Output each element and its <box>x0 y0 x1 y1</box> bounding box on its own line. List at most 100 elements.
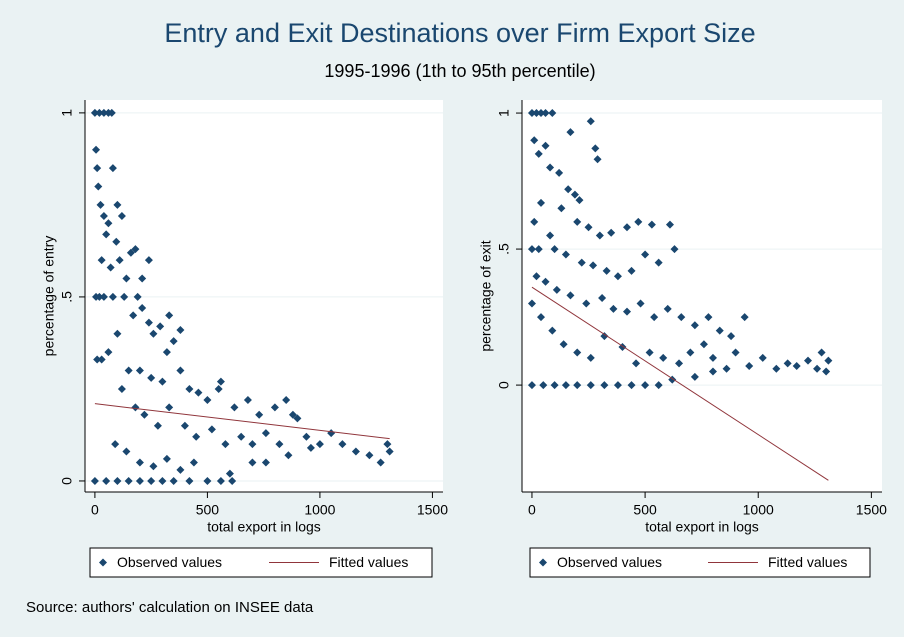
scatter-point <box>147 373 156 382</box>
scatter-point <box>135 458 144 467</box>
scatter-point <box>573 348 582 357</box>
scatter-point <box>559 340 568 349</box>
scatter-point <box>144 318 153 327</box>
scatter-point <box>306 443 315 452</box>
scatter-point <box>107 108 116 117</box>
scatter-point <box>598 294 607 303</box>
legend-box <box>89 547 433 578</box>
scatter-point <box>541 141 550 150</box>
scatter-point <box>108 164 117 173</box>
x-tick-label: 1500 <box>856 502 887 518</box>
source-note: Source: authors' calculation on INSEE da… <box>26 599 314 616</box>
scatter-point <box>636 299 645 308</box>
scatter-point <box>548 109 557 118</box>
scatter-point <box>176 326 185 335</box>
scatter-point <box>351 447 360 456</box>
scatter-point <box>641 250 650 259</box>
legend-label: Observed values <box>117 554 222 570</box>
scatter-point <box>584 223 593 232</box>
scatter-point <box>216 476 225 485</box>
scatter-point <box>124 476 133 485</box>
y-tick-label: 0 <box>59 477 75 485</box>
scatter-point <box>632 359 641 368</box>
scatter-point <box>552 285 561 294</box>
scatter-point <box>133 292 142 301</box>
scatter-point <box>216 377 225 386</box>
scatter-point <box>162 348 171 357</box>
legend-symbol <box>99 558 107 567</box>
scatter-point <box>654 381 663 390</box>
y-tick-label: .5 <box>496 243 512 255</box>
scatter-point <box>106 263 115 272</box>
scatter-point <box>117 384 126 393</box>
scatter-point <box>99 211 108 220</box>
scatter-point <box>708 353 717 362</box>
scatter-point <box>527 381 536 390</box>
scatter-point <box>613 381 622 390</box>
scatter-point <box>365 451 374 460</box>
scatter-point <box>97 355 106 364</box>
scatter-point <box>131 403 140 412</box>
scatter-point <box>214 384 223 393</box>
scatter-point <box>600 332 609 341</box>
x-tick-label: 500 <box>633 502 657 518</box>
scatter-point <box>586 117 595 126</box>
y-tick-label: 0 <box>496 381 512 389</box>
scatter-point <box>758 353 767 362</box>
scatter-point <box>677 313 686 322</box>
scatter-point <box>338 440 347 449</box>
scatter-point <box>194 388 203 397</box>
scatter-point <box>541 109 550 118</box>
scatter-point <box>315 440 324 449</box>
scatter-point <box>92 145 101 154</box>
scatter-point <box>169 476 178 485</box>
scatter-point <box>727 332 736 341</box>
scatter-point <box>570 190 579 199</box>
scatter-point <box>135 366 144 375</box>
plot-area <box>522 100 882 492</box>
legend-label: Observed values <box>557 554 662 570</box>
scatter-point <box>586 353 595 362</box>
scatter-point <box>176 366 185 375</box>
scatter-point <box>102 230 111 239</box>
scatter-point <box>113 200 122 209</box>
scatter-point <box>293 414 302 423</box>
scatter-point <box>113 329 122 338</box>
scatter-point <box>715 326 724 335</box>
x-tick-label: 1500 <box>417 502 448 518</box>
scatter-point <box>670 245 679 254</box>
scatter-point <box>90 476 99 485</box>
scatter-point <box>573 381 582 390</box>
scatter-point <box>722 364 731 373</box>
scatter-point <box>207 425 216 434</box>
scatter-point <box>248 458 257 467</box>
scatter-point <box>772 364 781 373</box>
scatter-point <box>586 381 595 390</box>
scatter-point <box>270 403 279 412</box>
scatter-point <box>602 266 611 275</box>
scatter-point <box>541 277 550 286</box>
scatter-point <box>156 322 165 331</box>
scatter-point <box>135 476 144 485</box>
scatter-point <box>158 476 167 485</box>
scatter-point <box>104 348 113 357</box>
legend-label: Fitted values <box>768 554 847 570</box>
x-tick-label: 1000 <box>304 502 335 518</box>
scatter-point <box>192 432 201 441</box>
scatter-point <box>237 432 246 441</box>
scatter-point <box>591 144 600 153</box>
scatter-point <box>527 299 536 308</box>
scatter-point <box>383 440 392 449</box>
chart-subtitle: 1995-1996 (1th to 95th percentile) <box>324 61 595 81</box>
scatter-point <box>537 198 546 207</box>
scatter-point <box>228 476 237 485</box>
scatter-point <box>302 432 311 441</box>
chart-title: Entry and Exit Destinations over Firm Ex… <box>164 18 755 48</box>
scatter-point <box>822 367 831 376</box>
scatter-point <box>548 326 557 335</box>
scatter-point <box>731 348 740 357</box>
scatter-point <box>122 447 131 456</box>
scatter-point <box>94 182 103 191</box>
x-tick-label: 1000 <box>743 502 774 518</box>
scatter-point <box>641 381 650 390</box>
